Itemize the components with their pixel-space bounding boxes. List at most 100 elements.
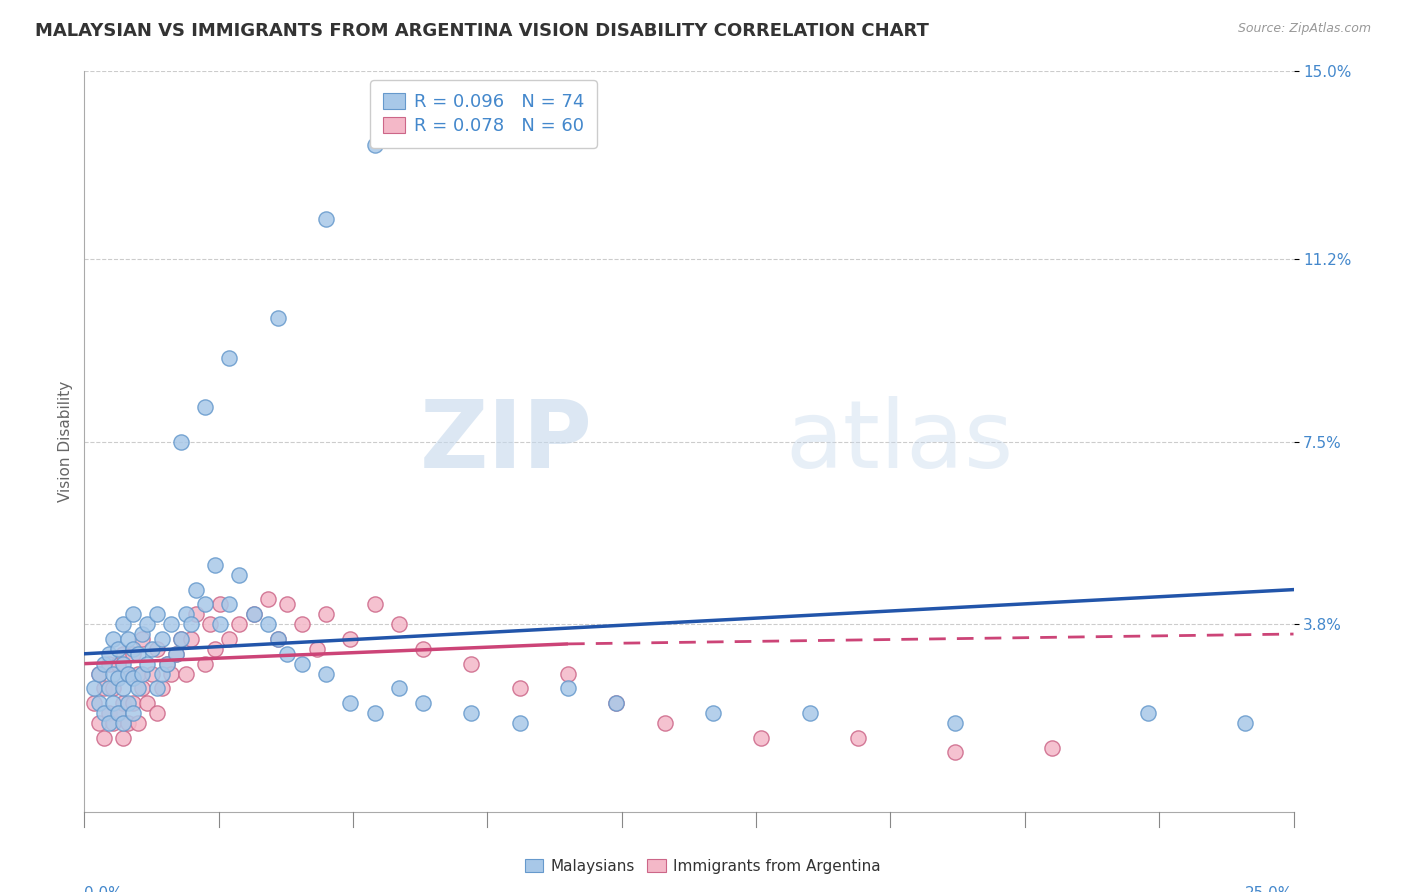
Point [146,681,169,696]
Point [121,696,143,710]
Point [83,681,105,696]
Point [121,607,143,622]
Point [257,592,280,607]
Point [509,715,531,730]
Point [363,598,385,612]
Point [112,696,135,710]
Point [136,696,159,710]
Point [103,681,125,696]
Point [160,617,183,632]
Point [315,607,337,622]
Point [150,681,173,696]
Point [117,666,139,681]
Point [160,666,183,681]
Point [131,681,153,696]
Text: 25.0%: 25.0% [1246,886,1294,892]
Point [751,731,773,745]
Point [117,715,139,730]
Point [127,647,149,661]
Point [146,641,169,656]
Point [121,641,143,656]
Point [291,657,314,671]
Point [228,567,250,582]
Point [605,696,627,710]
Point [117,666,139,681]
Point [97,647,120,661]
Text: 0.0%: 0.0% [84,886,124,892]
Point [339,632,361,646]
Point [412,641,434,656]
Point [315,666,337,681]
Point [141,666,163,681]
Point [87,666,110,681]
Point [112,715,135,730]
Point [276,647,298,661]
Point [194,657,217,671]
Point [218,598,240,612]
Point [112,681,135,696]
Point [136,657,159,671]
Point [276,598,298,612]
Point [557,666,579,681]
Point [267,632,290,646]
Point [127,666,149,681]
Point [194,598,217,612]
Point [208,617,231,632]
Point [121,672,143,686]
Point [107,657,129,671]
Point [107,706,129,720]
Point [846,731,869,745]
Point [1040,740,1063,755]
Point [291,617,314,632]
Text: Source: ZipAtlas.com: Source: ZipAtlas.com [1237,22,1371,36]
Point [112,647,135,661]
Point [121,647,143,661]
Point [204,558,226,572]
Point [198,617,221,632]
Point [388,617,411,632]
Point [460,657,482,671]
Point [412,696,434,710]
Point [184,582,207,597]
Point [93,706,115,720]
Point [141,641,163,656]
Point [117,632,139,646]
Text: ZIP: ZIP [419,395,592,488]
Point [131,627,153,641]
Point [83,696,105,710]
Point [127,681,149,696]
Point [1234,715,1257,730]
Point [257,617,280,632]
Point [131,632,153,646]
Point [121,706,143,720]
Point [155,657,177,671]
Point [363,138,385,153]
Point [103,666,125,681]
Point [702,706,724,720]
Point [194,400,217,414]
Text: atlas: atlas [786,395,1014,488]
Point [107,641,129,656]
Point [93,681,115,696]
Point [107,672,129,686]
Point [150,666,173,681]
Point [97,681,120,696]
Point [150,632,173,646]
Point [557,681,579,696]
Point [155,657,177,671]
Point [165,647,187,661]
Point [388,681,411,696]
Point [339,696,361,710]
Point [87,666,110,681]
Point [174,607,197,622]
Point [103,696,125,710]
Point [242,607,264,622]
Point [107,706,129,720]
Point [170,434,193,449]
Point [799,706,821,720]
Point [174,666,197,681]
Point [87,696,110,710]
Point [170,632,193,646]
Point [112,657,135,671]
Point [315,212,337,227]
